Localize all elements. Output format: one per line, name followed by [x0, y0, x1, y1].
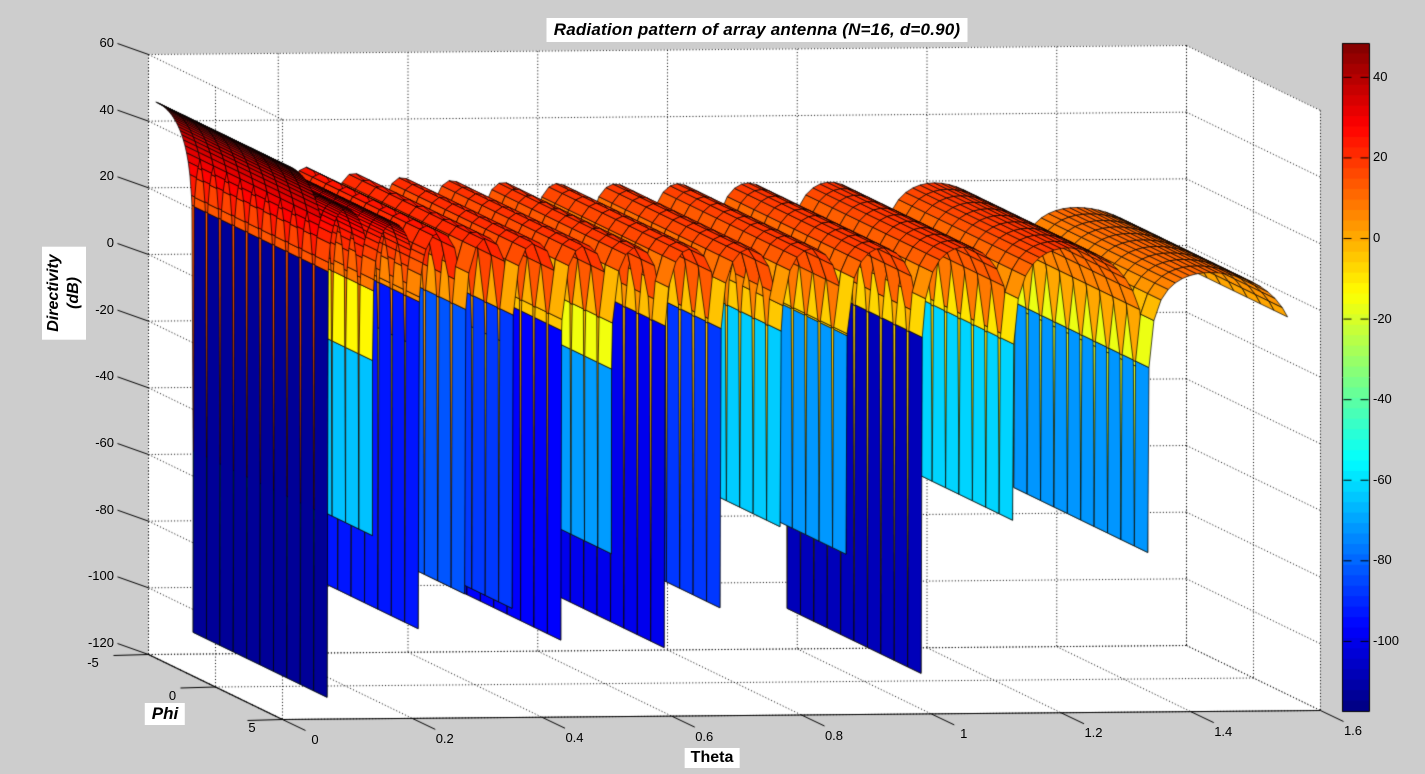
theta-tick-label: 1.6 [1343, 723, 1363, 738]
theta-axis-label: Theta [684, 748, 740, 768]
colorbar-tick-label: 40 [1373, 68, 1388, 84]
plot-title: Radiation pattern of array antenna (N=16… [546, 18, 968, 42]
z-axis-label: Directivity (dB) [42, 246, 86, 340]
colorbar-tick-label: -40 [1373, 391, 1392, 407]
z-tick-label: -40 [95, 368, 114, 384]
z-axis-label-line2: (dB) [65, 277, 82, 309]
colorbar-tick-label: 0 [1373, 230, 1381, 245]
z-tick-label: 60 [99, 35, 114, 50]
phi-tick-label: -5 [87, 655, 99, 670]
theta-tick-label: 1.2 [1084, 725, 1103, 741]
colorbar-tick-label: -60 [1373, 471, 1392, 487]
theta-tick-label: 0.8 [824, 727, 844, 743]
phi-tick-label: 5 [248, 720, 256, 735]
theta-tick-label: 0.6 [695, 728, 714, 744]
z-tick-label: -80 [95, 501, 114, 517]
theta-tick-label: 0.2 [435, 730, 454, 746]
z-tick-label: -100 [87, 568, 114, 584]
colorbar-tick-label: -20 [1373, 310, 1392, 326]
colorbar-tick-label: -80 [1373, 552, 1392, 568]
z-tick-label: 40 [99, 101, 114, 117]
colorbar-tick-label: 20 [1373, 149, 1388, 165]
theta-tick-label: 0.4 [565, 729, 584, 745]
colorbar-tick-label: -100 [1373, 632, 1400, 648]
phi-tick-label: 0 [168, 687, 177, 703]
theta-tick-label: 0 [311, 732, 319, 747]
z-tick-label: -120 [87, 635, 114, 650]
z-tick-label: -60 [95, 435, 114, 450]
z-tick-label: -20 [95, 301, 114, 317]
phi-axis-label: Phi [144, 703, 186, 725]
z-tick-label: 0 [106, 235, 114, 250]
theta-tick-label: 1.4 [1214, 724, 1233, 740]
z-axis-label-line1: Directivity [45, 254, 62, 332]
theta-tick-label: 1 [960, 726, 968, 742]
z-tick-label: 20 [99, 168, 114, 184]
